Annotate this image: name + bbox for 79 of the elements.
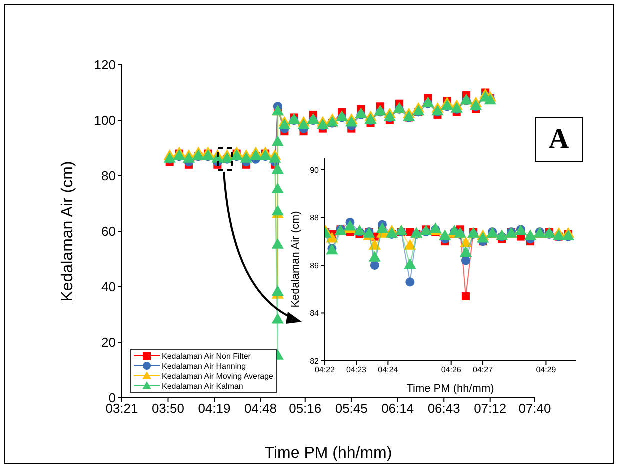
legend-label: Kedalaman Air Non Filter: [162, 352, 251, 360]
point: [240, 152, 252, 163]
legend-label: Kedalaman Air Hanning: [162, 362, 246, 370]
x-tick-label: 03:50: [152, 401, 185, 416]
point: [450, 102, 463, 113]
point: [272, 205, 284, 216]
point: [476, 232, 490, 243]
legend-label: Kedalaman Air Kalman: [162, 382, 244, 390]
x-tick-label: 04:29: [536, 366, 557, 375]
point: [326, 232, 338, 243]
point: [552, 230, 566, 240]
y-tick-label: 90: [310, 166, 320, 175]
point: [230, 150, 243, 160]
y-tick-label: 60: [102, 224, 116, 240]
x-tick-label: 04:23: [346, 366, 368, 375]
x-tick-label: 06:14: [382, 401, 414, 416]
x-axis-title: Time PM (hh/mm): [264, 445, 392, 462]
point: [404, 258, 416, 269]
x-tick-label: 04:27: [473, 366, 494, 375]
point: [316, 119, 329, 130]
x-tick-label: 04:26: [441, 366, 462, 375]
y-tick-label: 120: [94, 58, 116, 73]
y-tick-label: 100: [94, 113, 116, 128]
x-tick-label: 05:45: [335, 401, 368, 416]
point: [272, 313, 284, 324]
point: [272, 182, 284, 194]
point: [462, 292, 470, 301]
y-tick-label: 20: [102, 335, 116, 350]
legend-label: Kedalaman Air Moving Average: [162, 372, 274, 380]
y-tick-label: 84: [310, 309, 320, 318]
point: [376, 222, 389, 234]
point: [412, 105, 425, 116]
point: [326, 116, 339, 127]
point: [278, 119, 291, 130]
point: [182, 152, 196, 163]
y-tick-label: 86: [310, 261, 320, 270]
point: [173, 150, 186, 160]
point: [269, 152, 282, 163]
y-tick-label: 40: [102, 280, 116, 295]
x-tick-label: 07:40: [518, 401, 552, 416]
point: [259, 150, 272, 160]
x-tick-label: 07:12: [474, 401, 507, 416]
point: [344, 220, 356, 231]
point: [298, 119, 310, 130]
y-axis-title: Kedalaman Air (cm): [290, 211, 302, 308]
point: [460, 236, 472, 248]
point: [406, 278, 415, 287]
point: [272, 136, 284, 146]
y-tick-label: 82: [310, 356, 320, 366]
point: [404, 239, 416, 250]
point: [202, 150, 214, 160]
y-tick-label: 80: [102, 168, 116, 184]
point: [368, 239, 381, 250]
point: [192, 150, 205, 160]
point: [432, 105, 444, 116]
point: [250, 150, 262, 160]
point: [364, 113, 377, 124]
y-tick-label: 88: [310, 214, 320, 223]
x-tick-label: 04:22: [314, 366, 336, 375]
text: A: [535, 117, 583, 162]
y-axis-title: Kedalaman Air (cm): [60, 161, 77, 302]
x-tick-label: 04:24: [378, 366, 399, 375]
x-axis-title: Time PM (hh/mm): [406, 383, 494, 395]
point: [272, 286, 284, 296]
point: [272, 238, 284, 249]
x-tick-label: 06:43: [428, 401, 460, 416]
point: [441, 100, 454, 110]
point: [272, 163, 284, 174]
x-tick-label: 04:48: [244, 401, 277, 416]
point: [370, 260, 380, 270]
x-tick-label: 04:19: [198, 401, 231, 416]
point: [461, 256, 470, 266]
x-tick-label: 05:16: [289, 401, 322, 416]
point: [346, 116, 358, 127]
point: [460, 246, 472, 258]
point: [164, 152, 176, 163]
point: [430, 222, 442, 234]
point: [368, 251, 381, 262]
point: [470, 100, 482, 110]
